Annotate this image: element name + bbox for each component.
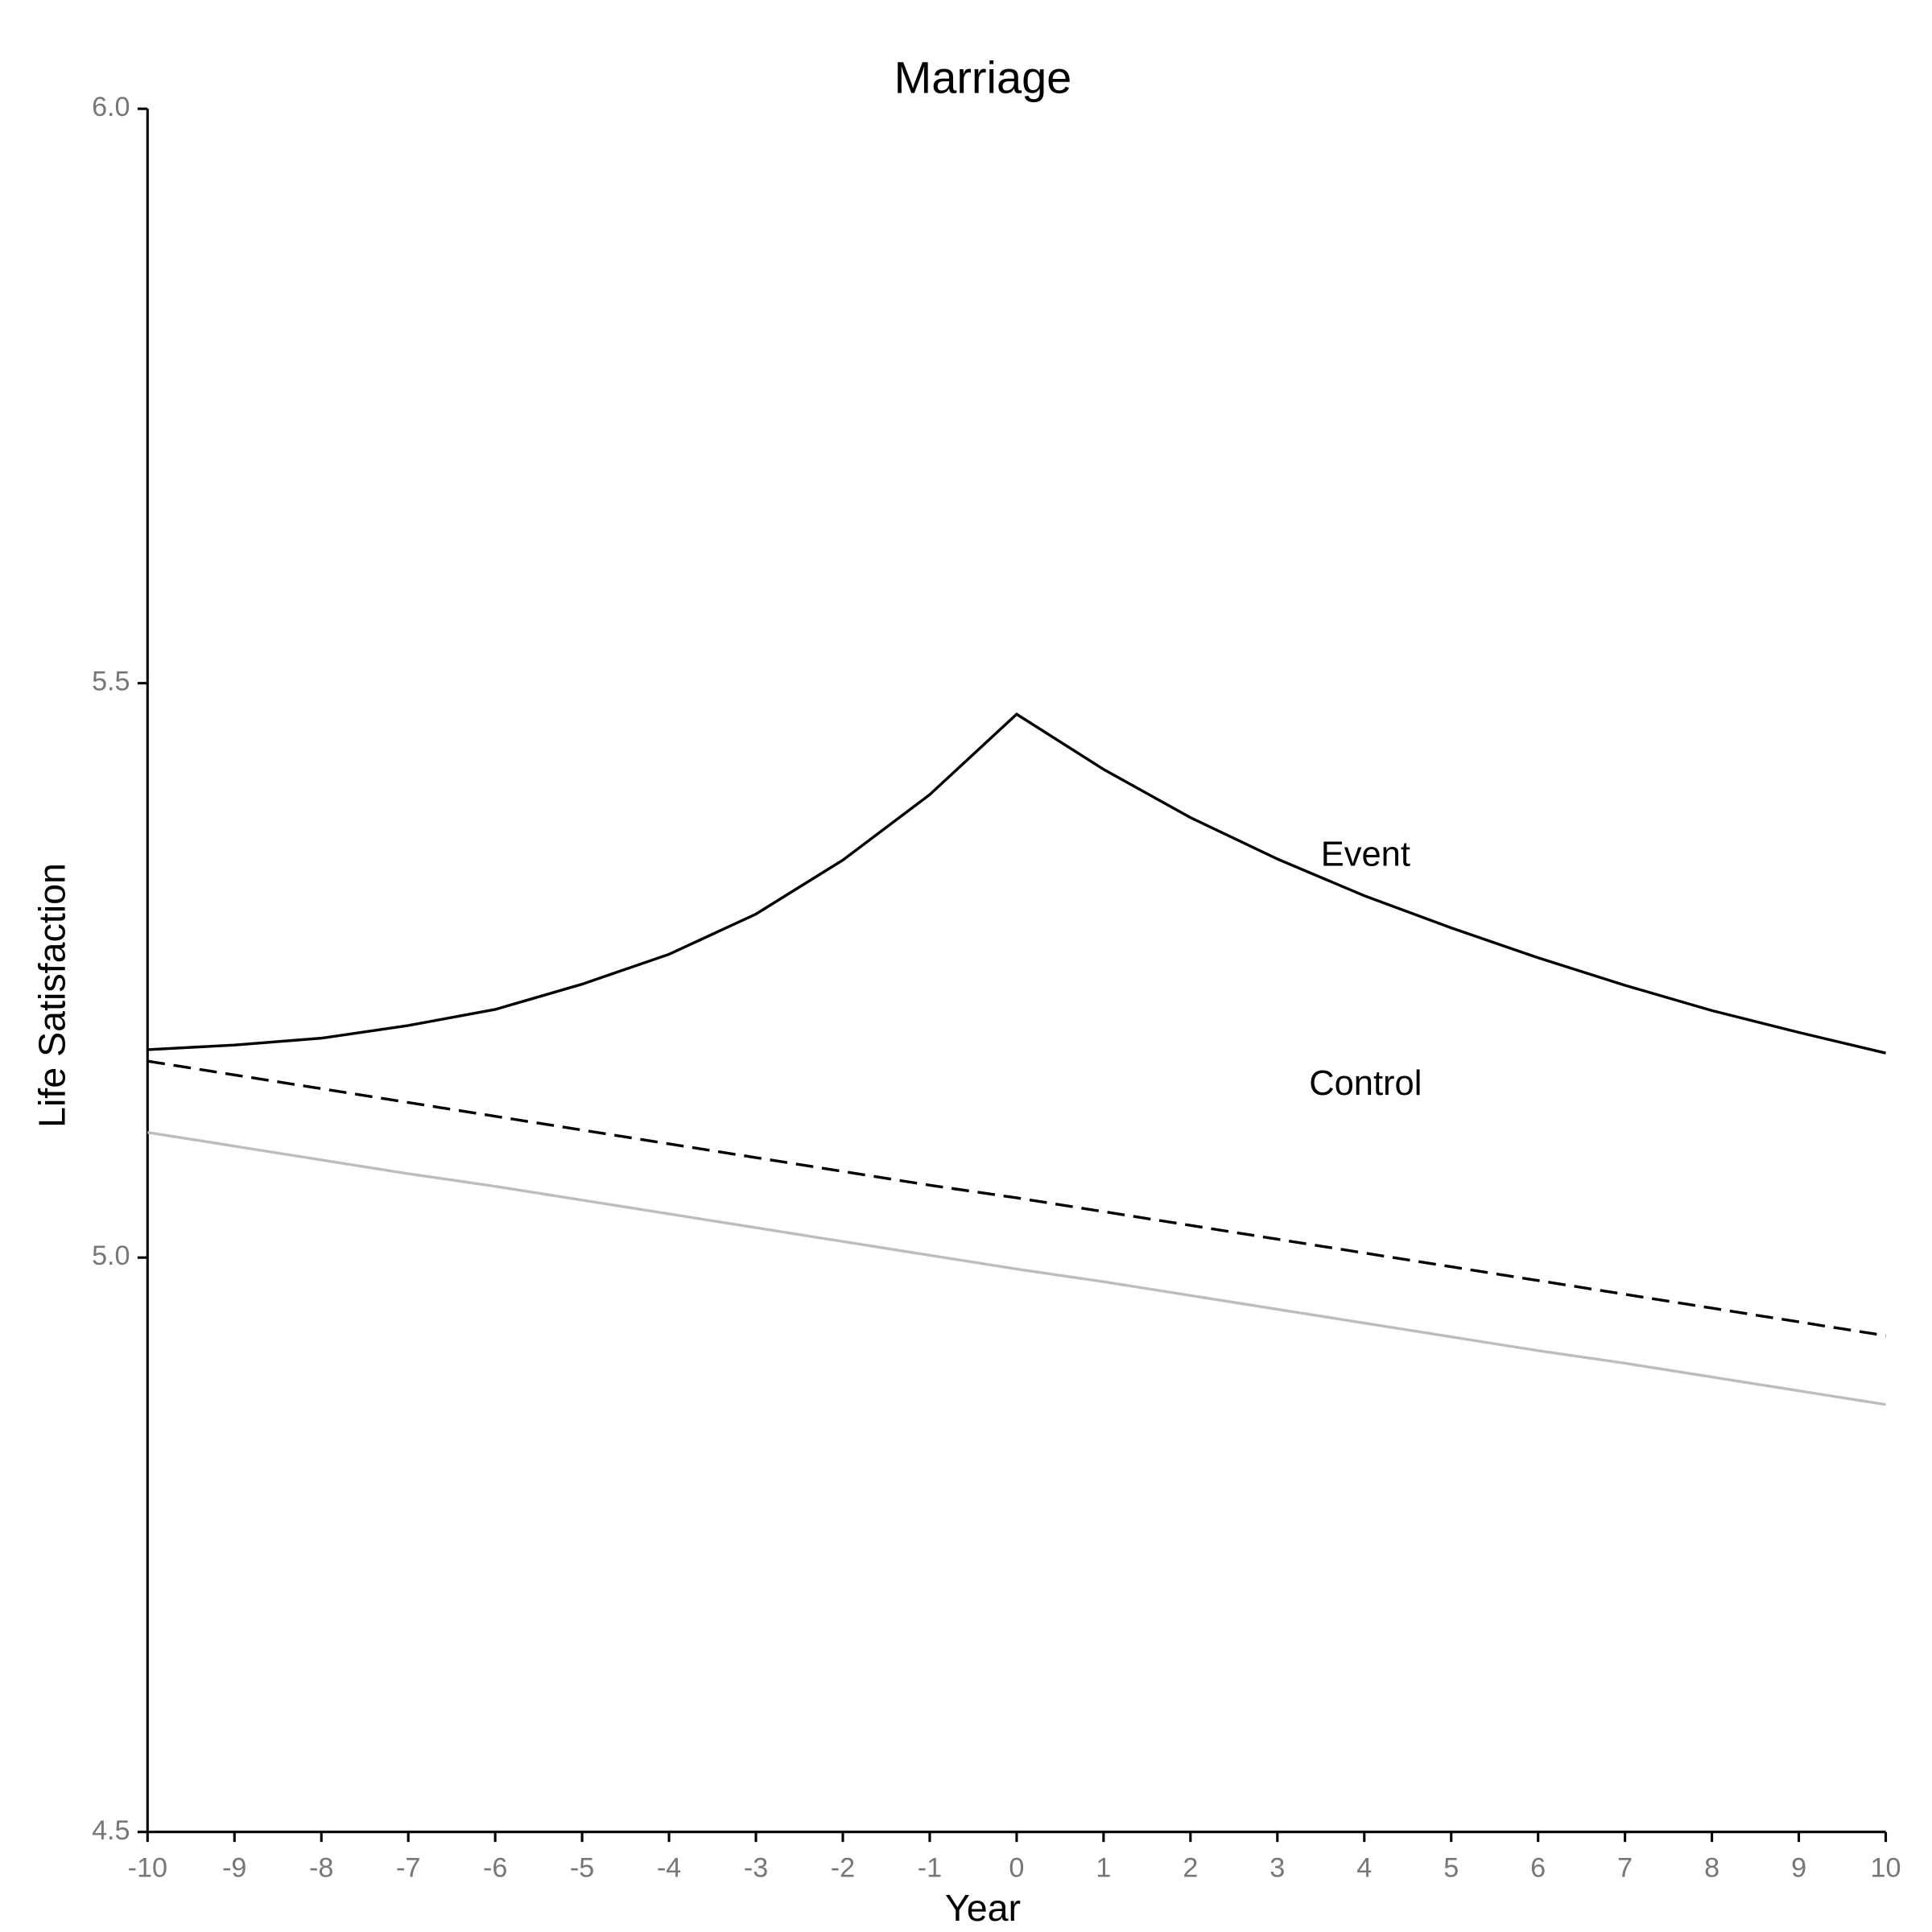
y-tick-label: 5.5 [92,667,130,697]
x-tick-label: 7 [1617,1852,1633,1883]
series-line [147,1130,1886,1406]
x-tick-label: -8 [309,1852,333,1883]
x-axis-label: Year [945,1887,1021,1929]
x-tick-label: 3 [1269,1852,1285,1883]
x-tick-label: -10 [128,1852,167,1883]
x-tick-label: 4 [1356,1852,1372,1883]
x-tick-label: 5 [1443,1852,1459,1883]
series-line [147,712,1886,1055]
chart-title: Marriage [894,52,1072,103]
x-tick-label: -2 [831,1852,855,1883]
series-line [147,1059,1886,1337]
annotation: Event [1321,836,1410,874]
y-axis-label: Life Satisfaction [31,863,73,1128]
x-tick-label: -5 [570,1852,594,1883]
x-tick-label: -9 [222,1852,246,1883]
x-tick-label: 2 [1183,1852,1198,1883]
annotation: Control [1309,1064,1422,1103]
x-tick-label: -1 [918,1852,942,1883]
x-tick-label: 9 [1791,1852,1806,1883]
y-tick-label: 5.0 [92,1241,130,1271]
x-tick-label: -6 [483,1852,507,1883]
x-tick-label: 8 [1704,1852,1719,1883]
x-tick-label: -3 [744,1852,768,1883]
x-tick-label: 10 [1871,1852,1901,1883]
x-tick-label: -7 [396,1852,420,1883]
x-tick-label: -4 [657,1852,681,1883]
x-tick-label: 0 [1009,1852,1024,1883]
y-tick-label: 6.0 [92,92,130,122]
x-tick-label: 1 [1096,1852,1111,1883]
y-tick-label: 4.5 [92,1815,130,1846]
x-tick-label: 6 [1530,1852,1546,1883]
